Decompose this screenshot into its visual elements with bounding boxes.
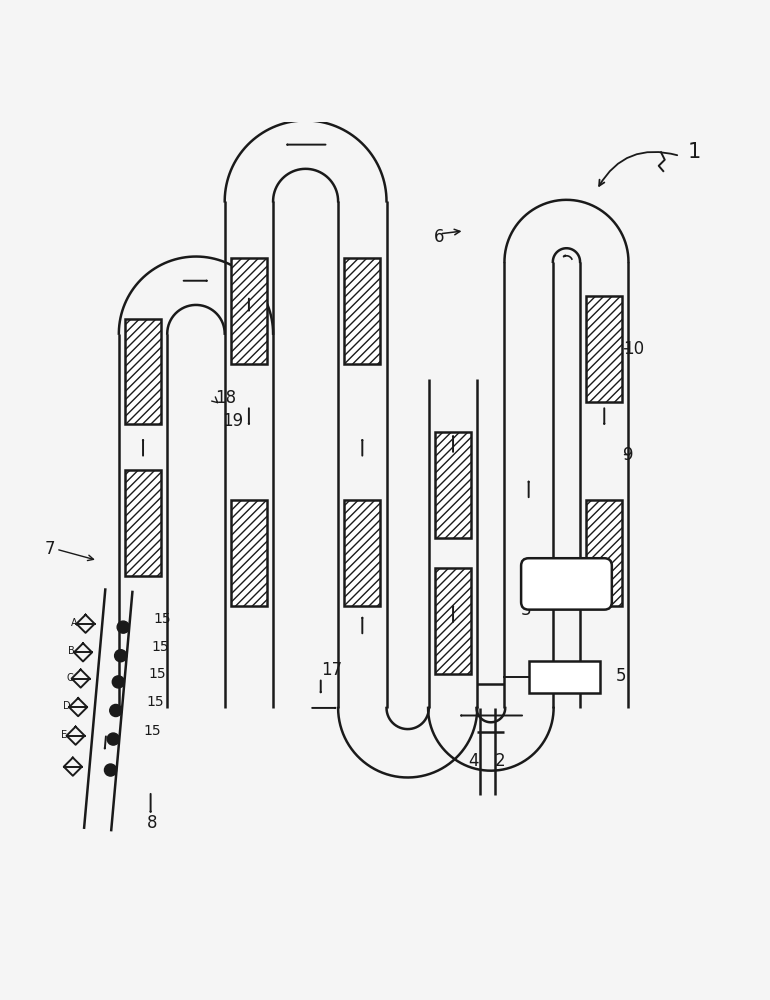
Bar: [586, 296, 622, 402]
Text: C: C: [66, 673, 72, 683]
Text: 19: 19: [223, 412, 243, 430]
Bar: [586, 500, 622, 606]
Bar: [586, 296, 622, 402]
Text: 2: 2: [494, 752, 505, 770]
Text: 15: 15: [149, 667, 166, 681]
Text: 9: 9: [623, 446, 634, 464]
Bar: [125, 319, 161, 424]
Bar: [231, 500, 267, 606]
Bar: [529, 661, 601, 693]
Bar: [435, 432, 471, 538]
Bar: [586, 500, 622, 606]
Circle shape: [117, 621, 129, 633]
Text: 15: 15: [143, 724, 161, 738]
Text: 6: 6: [434, 228, 444, 246]
Bar: [231, 258, 267, 364]
Text: 18: 18: [215, 389, 236, 407]
Text: E: E: [62, 730, 67, 740]
Text: 17: 17: [321, 661, 342, 679]
Bar: [125, 470, 161, 576]
Circle shape: [112, 676, 125, 688]
Text: 10: 10: [623, 340, 644, 358]
Bar: [435, 432, 471, 538]
Bar: [344, 258, 380, 364]
Text: D: D: [63, 701, 71, 711]
Text: 4: 4: [468, 752, 479, 770]
Bar: [344, 500, 380, 606]
Text: 7: 7: [45, 540, 55, 558]
Bar: [344, 258, 380, 364]
Text: 8: 8: [147, 814, 157, 832]
Circle shape: [110, 704, 122, 717]
Bar: [125, 319, 161, 424]
Bar: [231, 258, 267, 364]
Circle shape: [107, 733, 119, 745]
Bar: [435, 568, 471, 674]
Circle shape: [105, 764, 116, 776]
FancyBboxPatch shape: [521, 558, 612, 610]
Text: 3: 3: [521, 601, 532, 619]
Circle shape: [115, 650, 127, 662]
Bar: [125, 470, 161, 576]
Text: 15: 15: [151, 640, 169, 654]
Bar: [435, 568, 471, 674]
Bar: [344, 500, 380, 606]
Text: 15: 15: [153, 612, 171, 626]
Text: 5: 5: [615, 667, 626, 685]
Text: A: A: [71, 618, 78, 628]
Text: 1: 1: [688, 142, 701, 162]
Bar: [231, 500, 267, 606]
Text: B: B: [69, 646, 75, 656]
Text: 15: 15: [146, 695, 164, 709]
